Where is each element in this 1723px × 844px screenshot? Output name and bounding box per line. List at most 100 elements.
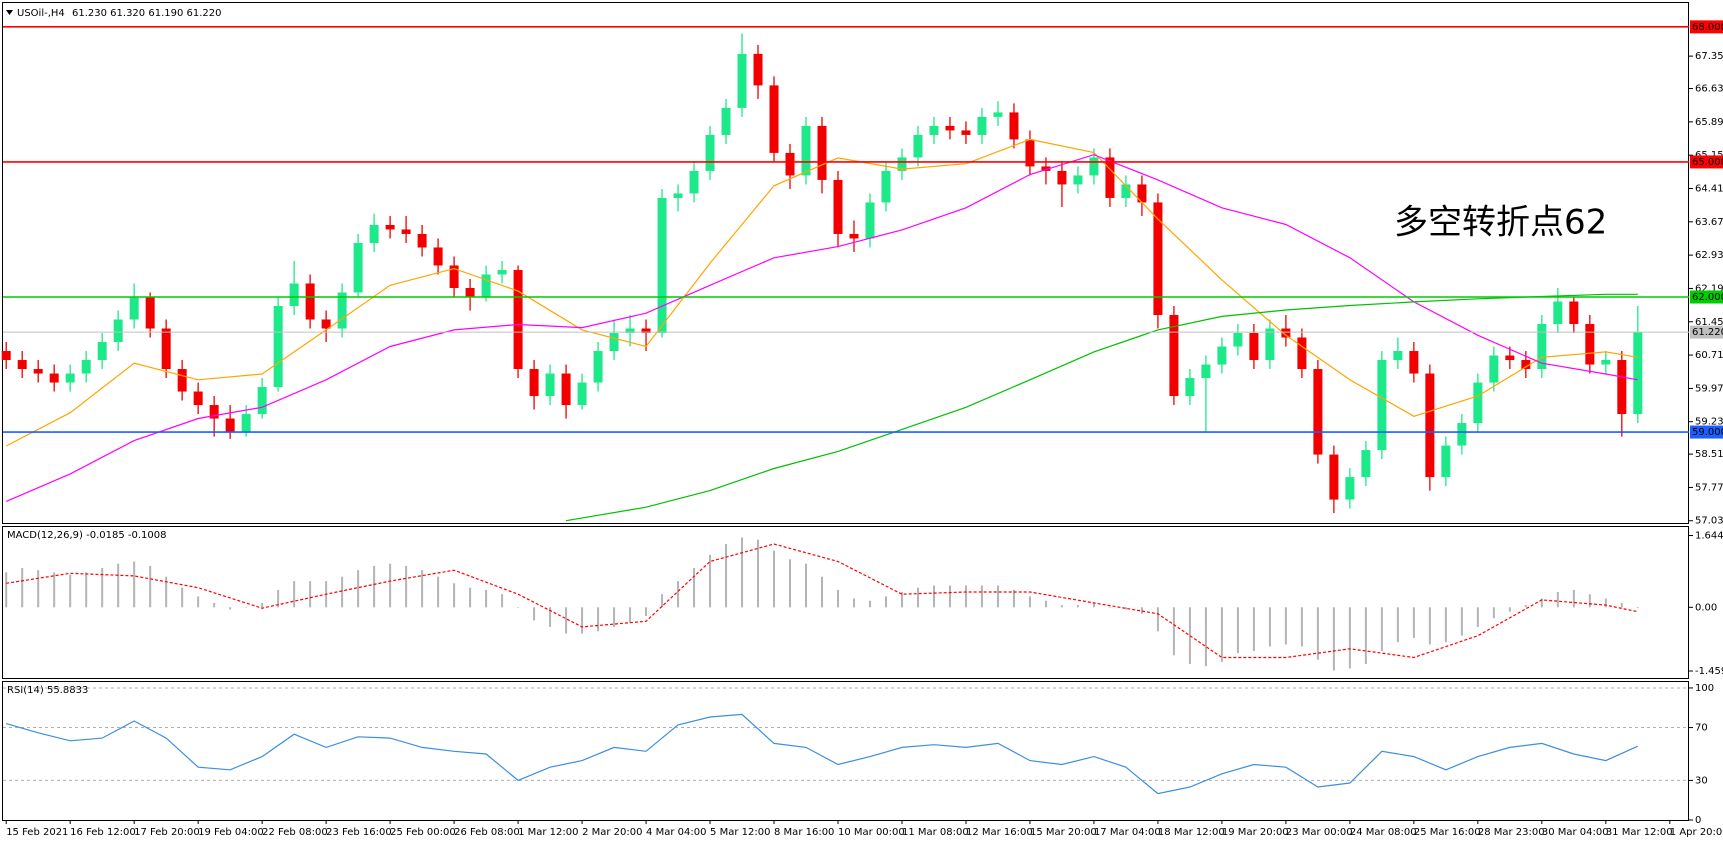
macd-bar (1092, 602, 1095, 608)
candle-body (225, 418, 235, 433)
x-tick-label: 19 Feb 04:00 (198, 827, 264, 838)
candle-body (1105, 157, 1115, 198)
candle-body (1073, 175, 1083, 185)
x-tick-label: 12 Mar 16:00 (966, 827, 1033, 838)
macd-bar (565, 607, 568, 634)
candle-body (129, 296, 139, 320)
candle-body (449, 265, 459, 288)
macd-bar (1508, 607, 1511, 612)
macd-bar (948, 585, 951, 608)
macd-bar (197, 596, 200, 608)
candle-body (1617, 360, 1627, 415)
macd-bar (1316, 607, 1319, 660)
candle-body (1601, 360, 1611, 365)
macd-bar (1492, 607, 1495, 619)
macd-bar (357, 570, 360, 608)
rsi-line (6, 713, 1639, 795)
candle-body (145, 296, 155, 329)
symbol-quote: 61.230 61.320 61.190 61.220 (72, 8, 222, 19)
macd-bar (5, 572, 8, 608)
level-label: 65.000 (1692, 157, 1723, 168)
macd-bar (1428, 607, 1431, 645)
candle-body (161, 328, 171, 370)
macd-bar (1140, 607, 1143, 614)
macd-bar (245, 607, 248, 608)
macd-bar (1028, 596, 1031, 608)
candle-body (1009, 112, 1019, 140)
candle-body (385, 224, 395, 230)
macd-bar (709, 554, 712, 608)
symbol-menu-arrow[interactable] (6, 10, 13, 15)
candle-body (577, 382, 587, 406)
candle-body (33, 369, 43, 374)
macd-bar (693, 568, 696, 608)
macd-bar (421, 570, 424, 608)
candle-body (913, 134, 923, 158)
macd-panel-frame (2, 526, 1689, 679)
macd-bar (1300, 607, 1303, 647)
candle-body (1089, 157, 1099, 176)
macd-bar (1172, 607, 1175, 656)
y-tick-label: 63.670 (1695, 217, 1723, 228)
y-tick-label: 60.710 (1695, 350, 1723, 361)
macd-bar (1460, 607, 1463, 636)
candle-body (257, 387, 267, 415)
moving-average (5, 138, 1638, 447)
macd-bar (213, 602, 216, 608)
candle-body (81, 360, 91, 374)
macd-bar (1076, 605, 1079, 608)
macd-bar (1572, 589, 1575, 608)
candle-body (817, 125, 827, 180)
annotation: 多空转折点62 (1394, 203, 1607, 243)
candle-body (801, 125, 811, 176)
candle-body (369, 224, 379, 243)
candle-body (1377, 360, 1387, 451)
candle-body (1281, 328, 1291, 338)
candle-body (1201, 364, 1211, 379)
macd-bar (1636, 607, 1639, 609)
candle-body (321, 319, 331, 329)
macd-bar (501, 594, 504, 608)
candle-body (289, 283, 299, 306)
candle-body (1153, 202, 1163, 315)
macd-bar (1380, 607, 1383, 651)
candle-body (1137, 184, 1147, 203)
candle-body (561, 373, 571, 406)
level-label-box (1690, 325, 1723, 339)
candle-body (945, 125, 955, 131)
macd-bar (1524, 605, 1527, 608)
candle-body (401, 229, 411, 234)
macd-bar (1060, 605, 1063, 608)
macd-signal (6, 543, 1638, 659)
macd-bar (725, 544, 728, 608)
y-tick-label: 62.930 (1695, 250, 1723, 261)
macd-bar (1108, 607, 1111, 608)
macd-bar (1444, 607, 1447, 643)
candle-body (689, 170, 699, 194)
candle-body (17, 360, 27, 370)
candle-body (1489, 355, 1499, 383)
level-label: 62.000 (1692, 292, 1723, 303)
macd-bar (1284, 607, 1287, 645)
y-tick-label: 57.030 (1695, 516, 1723, 527)
macd-bar (868, 600, 871, 608)
candle-body (1, 351, 11, 361)
rsi-panel-frame (2, 681, 1689, 821)
macd-bar (1556, 592, 1559, 608)
macd-bar (1156, 607, 1159, 632)
macd-bar (229, 607, 232, 610)
x-tick-label: 15 Feb 2021 (6, 827, 68, 838)
macd-bar (21, 568, 24, 608)
macd-bar (852, 598, 855, 608)
symbol-title: USOil-,H4 (17, 8, 65, 19)
moving-average (566, 293, 1638, 522)
y-tick-label: 62.190 (1695, 283, 1723, 294)
candle-body (929, 125, 939, 135)
candle-body (1457, 423, 1467, 446)
macd-bar (900, 592, 903, 608)
macd-bar (533, 607, 536, 621)
y-tick-label: -1.4594 (1695, 666, 1723, 677)
candle-body (545, 373, 555, 397)
y-tick-label: 67.350 (1695, 51, 1723, 62)
